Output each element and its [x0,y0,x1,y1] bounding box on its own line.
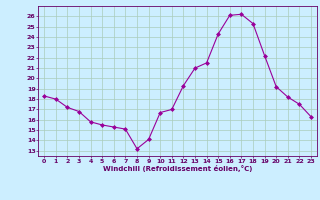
X-axis label: Windchill (Refroidissement éolien,°C): Windchill (Refroidissement éolien,°C) [103,165,252,172]
